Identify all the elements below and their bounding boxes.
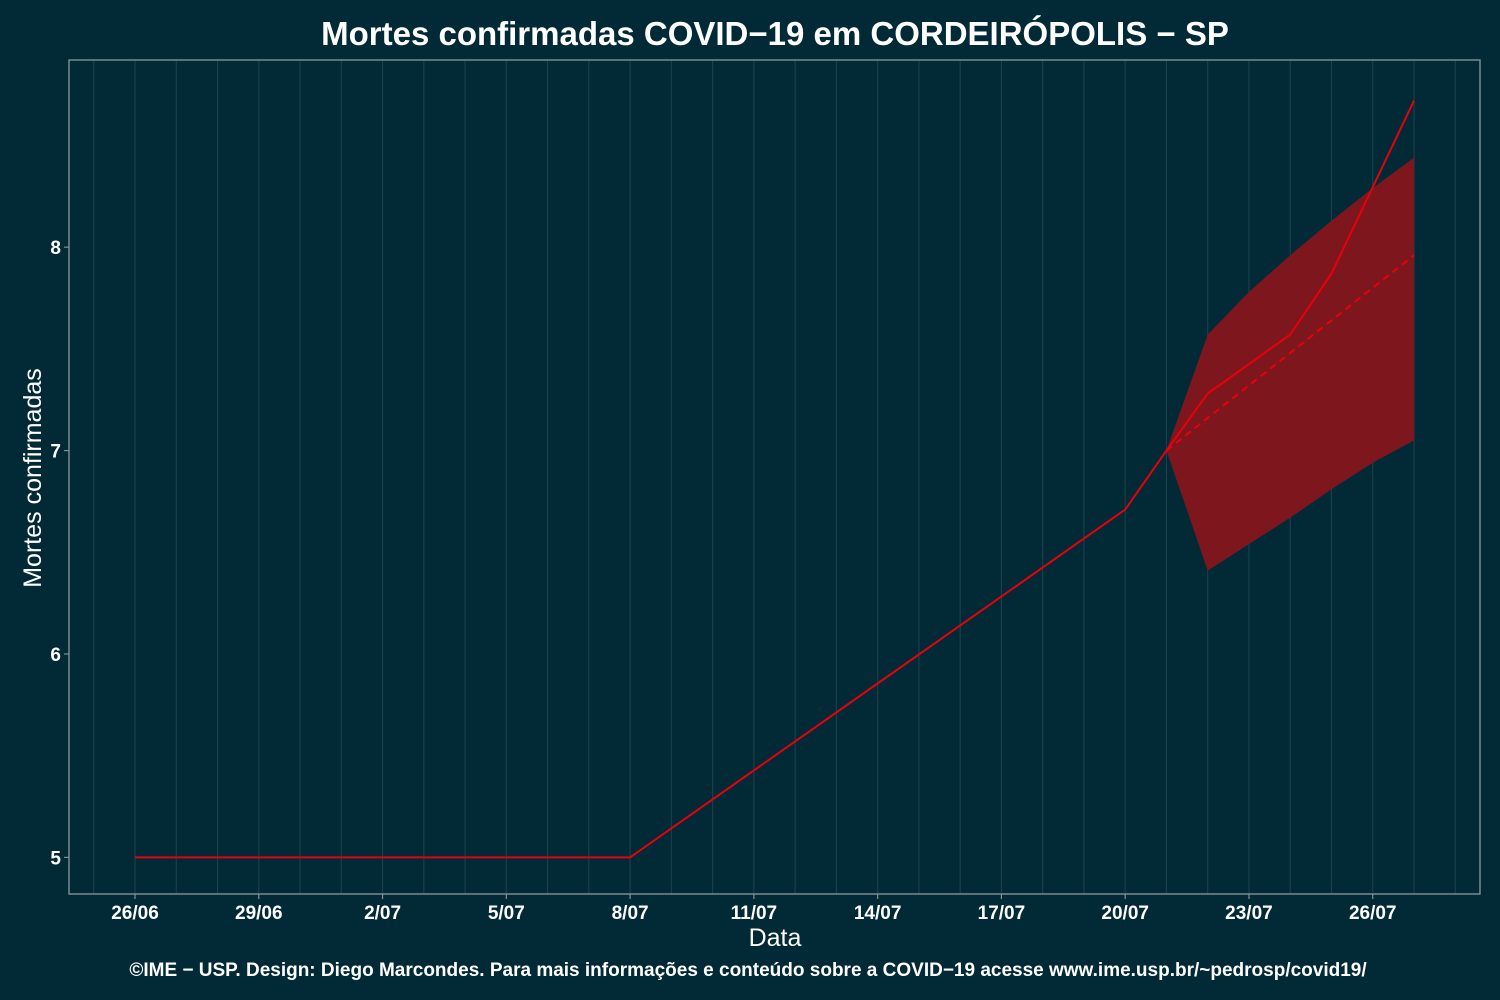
x-tick-label: 11/07 [731, 903, 778, 924]
x-tick-label: 20/07 [1101, 903, 1149, 924]
prediction-line [1165, 254, 1415, 452]
x-tick-label: 26/06 [111, 903, 159, 924]
x-tick-label: 5/07 [488, 903, 525, 924]
confirmed-deaths-line [135, 100, 1415, 859]
caption: ©IME − USP. Design: Diego Marcondes. Par… [129, 960, 1367, 981]
chart-title: Mortes confirmadas COVID−19 em CORDEIRÓP… [321, 15, 1229, 52]
y-tick-label: 8 [50, 238, 61, 259]
x-tick-label: 8/07 [612, 903, 649, 924]
x-tick-label: 29/06 [235, 903, 283, 924]
y-tick-label: 6 [50, 645, 61, 666]
x-tick-label: 17/07 [978, 903, 1026, 924]
x-axis-title: Data [749, 924, 802, 952]
prediction-band [1166, 157, 1414, 571]
x-tick-label: 23/07 [1225, 903, 1273, 924]
y-tick-label: 7 [50, 442, 61, 463]
x-tick-label: 26/07 [1349, 903, 1397, 924]
plot-area: 26/06 29/06 2/07 5/07 8/07 11/07 14/07 17/07 20/… [50, 59, 1481, 924]
y-tick-label: 5 [50, 848, 61, 869]
x-tick-label: 14/07 [854, 903, 902, 924]
plot-panel-border [68, 59, 1481, 895]
x-tick-label: 2/07 [364, 903, 401, 924]
y-axis-title: Mortes confirmadas [19, 368, 47, 588]
